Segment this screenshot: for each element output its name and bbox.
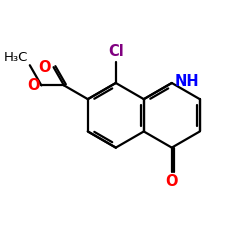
Text: O: O — [38, 60, 51, 75]
Text: H₃C: H₃C — [4, 51, 28, 64]
Text: O: O — [166, 174, 178, 190]
Text: O: O — [28, 78, 40, 93]
Text: NH: NH — [175, 74, 200, 89]
Text: Cl: Cl — [108, 44, 124, 59]
